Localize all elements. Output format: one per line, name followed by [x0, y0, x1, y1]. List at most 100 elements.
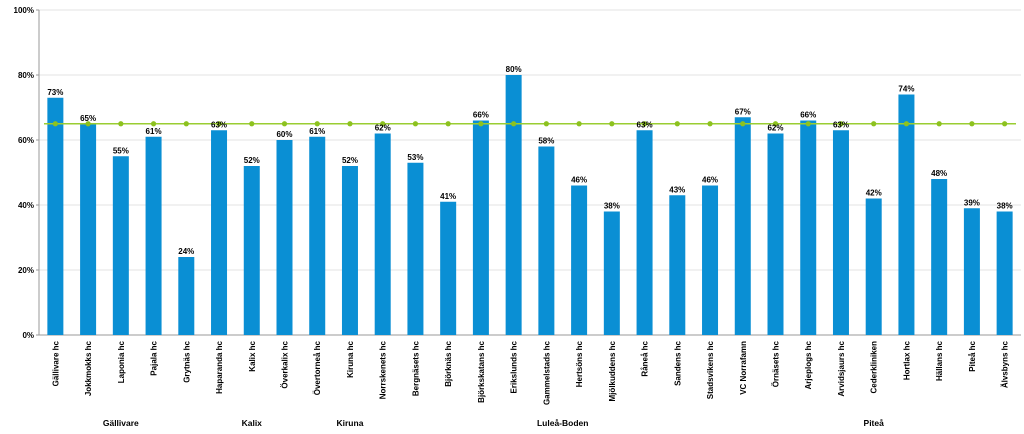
target-point	[216, 121, 222, 127]
bar	[734, 117, 751, 335]
x-tick-label: Hertsöns hc	[575, 340, 584, 387]
data-label: 24%	[178, 247, 194, 256]
x-tick-label: Sandens hc	[673, 340, 682, 385]
target-point	[936, 121, 942, 127]
target-point	[150, 121, 157, 127]
x-axis: Gällivare hc Jokkmokks hc Laponia hc Pajala…	[51, 340, 1009, 405]
y-tick-label: 60%	[18, 136, 34, 145]
y-tick-label: 20%	[18, 266, 34, 275]
bar	[800, 120, 817, 335]
bar	[145, 136, 162, 335]
data-label: 39%	[964, 198, 980, 207]
bar	[636, 130, 653, 335]
target-point	[249, 121, 255, 127]
bar	[865, 198, 882, 335]
bar	[440, 201, 457, 335]
target-point	[478, 121, 484, 127]
bar	[80, 123, 97, 335]
x-tick-label: Cederkliniken	[870, 341, 879, 394]
target-point	[871, 121, 877, 127]
x-tick-label: Gällivare hc	[51, 340, 60, 386]
target-point	[641, 121, 648, 127]
x-tick-label: Laponia hc	[117, 340, 126, 383]
data-label: 74%	[898, 85, 914, 94]
bar	[603, 211, 620, 335]
data-label: 42%	[866, 189, 882, 198]
x-tick-label: Övertorneå hc	[313, 340, 322, 395]
group-label: Luleå-Boden	[537, 418, 588, 428]
x-tick-label: Kalix hc	[248, 340, 257, 371]
bar	[112, 156, 129, 335]
x-tick-label: Älvsbyns hc	[1001, 340, 1010, 388]
x-tick-label: Mjölkuddens hc	[608, 340, 617, 401]
bar	[341, 166, 358, 335]
group-labels: Gällivare Kalix Kiruna Luleå-Boden Piteå	[103, 418, 884, 428]
x-tick-label: Stadsvikens hc	[706, 340, 715, 399]
x-tick-label: Björknäs hc	[444, 340, 453, 386]
data-label: 67%	[735, 107, 751, 116]
bar	[669, 195, 686, 335]
x-tick-label: Råneå hc	[641, 340, 650, 376]
target-point	[1002, 121, 1008, 127]
data-label: 61%	[309, 127, 325, 136]
target-point	[183, 121, 189, 127]
target-point	[576, 121, 582, 127]
target-point	[347, 121, 353, 127]
bar	[931, 179, 948, 335]
bar	[47, 97, 64, 335]
data-label: 46%	[571, 176, 587, 185]
data-label: 58%	[538, 137, 554, 146]
target-point	[838, 121, 844, 127]
data-label: 73%	[47, 88, 63, 97]
target-point	[52, 121, 58, 127]
x-tick-label: Haparanda hc	[215, 340, 224, 393]
target-point	[740, 121, 746, 127]
target-point	[543, 121, 549, 127]
data-label: 38%	[604, 202, 620, 211]
data-label: 55%	[113, 146, 129, 155]
bar	[309, 136, 326, 335]
target-point	[674, 121, 680, 127]
x-tick-label: Erikslunds hc	[510, 340, 519, 393]
x-tick-label: Norrskenets hc	[379, 340, 388, 399]
group-label: Kalix	[242, 418, 263, 428]
x-tick-label: Örnäsets hc	[772, 340, 781, 387]
target-point	[969, 121, 975, 127]
bar	[178, 257, 195, 335]
data-label: 63%	[833, 120, 849, 129]
y-axis: 0% 20% 40% 60% 80% 100%	[14, 6, 40, 340]
data-label: 63%	[637, 120, 653, 129]
target-point	[903, 121, 910, 127]
target-point	[511, 121, 517, 127]
data-label: 43%	[669, 185, 685, 194]
bar	[571, 185, 588, 335]
target-point	[118, 121, 124, 127]
data-label: 65%	[80, 114, 96, 123]
y-tick-label: 40%	[18, 201, 34, 210]
bar	[211, 130, 228, 335]
data-label: 62%	[375, 124, 391, 133]
x-tick-label: Jokkmokks hc	[84, 340, 93, 396]
x-tick-label: Piteå hc	[968, 340, 977, 371]
data-label: 41%	[440, 192, 456, 201]
bar	[538, 146, 555, 335]
target-line	[44, 121, 1016, 127]
data-label: 66%	[473, 111, 489, 120]
data-labels: 73% 65% 55% 61% 24% 63% 52% 60% 61% 52% 62% 53% 41% 6…	[47, 65, 1012, 256]
x-tick-label: Pajala hc	[150, 340, 159, 375]
bar	[898, 94, 915, 335]
data-label: 62%	[767, 124, 783, 133]
data-label: 52%	[342, 156, 358, 165]
bar	[702, 185, 719, 335]
data-label: 38%	[997, 202, 1013, 211]
target-point	[805, 121, 811, 127]
x-tick-label: Överkalix hc	[281, 340, 290, 388]
data-label: 48%	[931, 169, 947, 178]
group-label: Gällivare	[103, 418, 139, 428]
bar	[472, 120, 489, 335]
x-tick-label: Gammelstads hc	[542, 340, 551, 405]
target-point	[445, 121, 451, 127]
target-point	[707, 121, 713, 127]
data-label: 63%	[211, 120, 227, 129]
